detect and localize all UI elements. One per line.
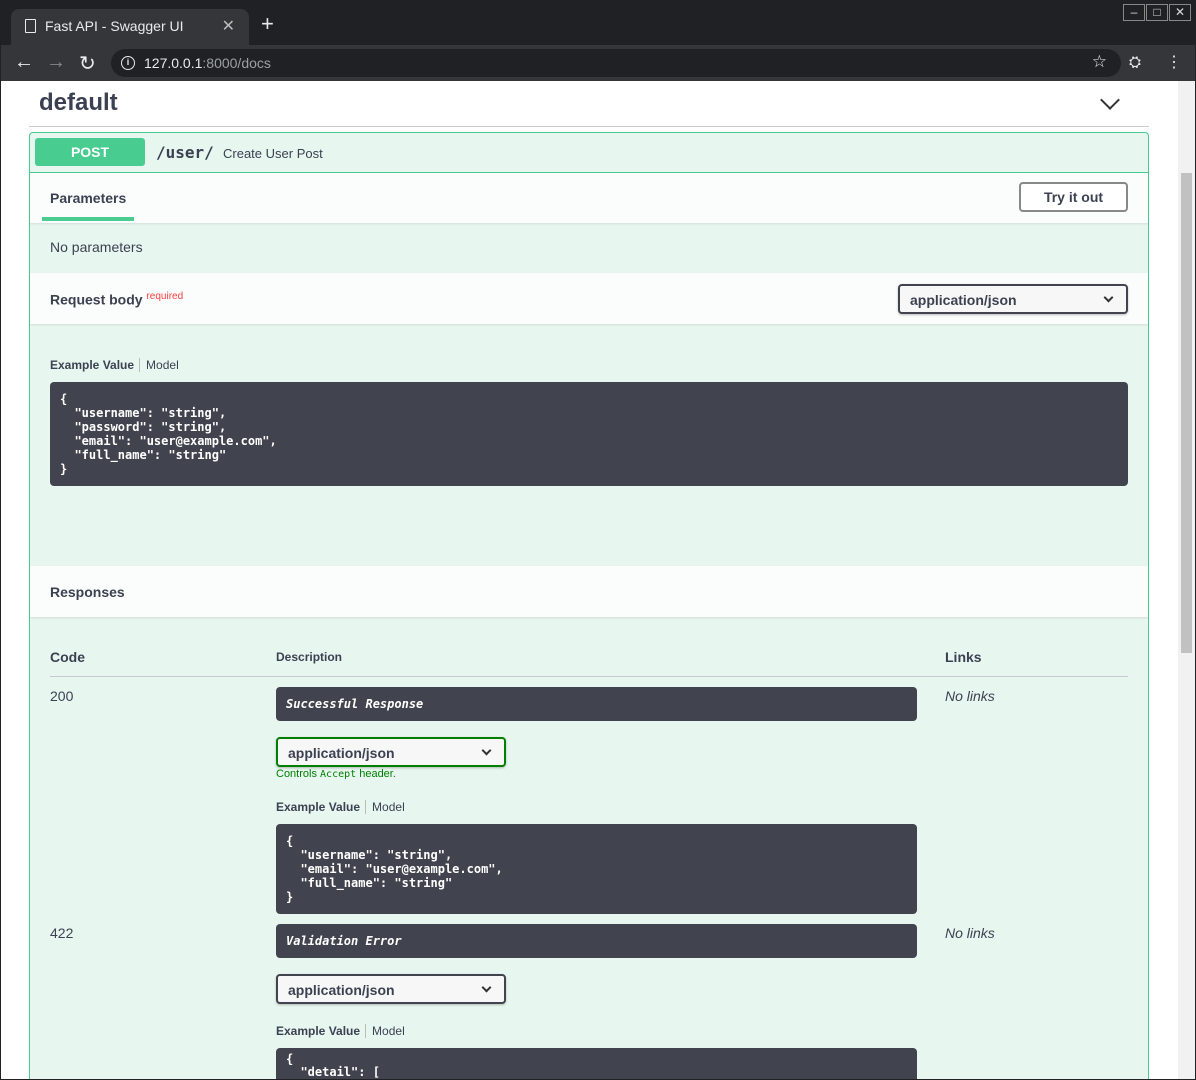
model-tab[interactable]: Model (365, 1024, 405, 1038)
try-it-out-button[interactable]: Try it out (1019, 182, 1128, 212)
tab-title: Fast API - Swagger UI (45, 18, 184, 34)
operation-summary[interactable]: POST /user/ Create User Post (30, 133, 1148, 173)
address-bar: ← → ↻ i 127.0.0.1:8000/docs ☆ ⛭ ⋮ (1, 45, 1195, 81)
divider (50, 676, 1128, 677)
column-links: Links (945, 649, 982, 665)
back-icon[interactable]: ← (14, 51, 34, 73)
url-host: 127.0.0.1 (144, 55, 203, 71)
incognito-icon[interactable]: ⛭ (1129, 54, 1142, 71)
info-icon[interactable]: i (121, 56, 135, 70)
response-media-type-select[interactable]: application/json (276, 974, 506, 1004)
chevron-down-icon (481, 745, 492, 756)
parameters-tab[interactable]: Parameters (50, 190, 127, 206)
url-input[interactable]: i 127.0.0.1:8000/docs ☆ (111, 49, 1121, 77)
chevron-down-icon (481, 982, 492, 993)
request-body-header: Request body required application/json (30, 273, 1148, 324)
request-body-label: Request body required (50, 291, 184, 308)
request-content-type-select[interactable]: application/json (898, 284, 1128, 314)
column-description: Description (276, 650, 343, 664)
responses-label: Responses (50, 584, 125, 600)
required-label: required (146, 291, 184, 302)
response-description: Successful Response (276, 687, 917, 721)
tag-title[interactable]: default (39, 89, 118, 116)
request-example-code: { "username": "string", "password": "str… (50, 382, 1128, 486)
controls-accept-note: Controls Accept header. (276, 768, 396, 780)
example-value-tab[interactable]: Example Value (276, 1024, 361, 1038)
example-value-tab[interactable]: Example Value (276, 800, 361, 814)
new-tab-button[interactable]: + (261, 11, 274, 36)
maximize-button[interactable]: □ (1146, 4, 1168, 21)
example-value-tabs: Example Value Model (276, 1024, 405, 1038)
example-value-tabs: Example Value Model (276, 800, 405, 814)
response-example-code: { "username": "string", "email": "user@e… (276, 824, 917, 914)
method-badge: POST (35, 138, 145, 166)
menu-icon[interactable]: ⋮ (1166, 54, 1182, 71)
star-icon[interactable]: ☆ (1091, 52, 1107, 71)
tab-bar: Fast API - Swagger UI ✕ + – □ ✕ (1, 1, 1195, 45)
divider (29, 126, 1149, 127)
minimize-button[interactable]: – (1123, 4, 1145, 21)
swagger-page: default POST /user/ Create User Post Par… (1, 81, 1178, 1079)
response-code: 422 (50, 925, 74, 941)
chevron-down-icon (1103, 292, 1114, 303)
browser-tab[interactable]: Fast API - Swagger UI ✕ (11, 9, 249, 45)
forward-icon[interactable]: → (46, 51, 66, 73)
example-value-tabs: Example Value Model (50, 358, 179, 372)
model-tab[interactable]: Model (139, 358, 179, 372)
operation-summary-text: Create User Post (223, 146, 323, 161)
responses-table: Code Description Links 200 Successful Re… (30, 617, 1148, 1079)
operation-path: /user/ (156, 143, 214, 162)
scrollbar-thumb[interactable] (1181, 173, 1192, 653)
operation-block: POST /user/ Create User Post Parameters … (29, 132, 1149, 1079)
chevron-down-icon[interactable] (1100, 90, 1120, 110)
page-icon (25, 19, 36, 33)
model-tab[interactable]: Model (365, 800, 405, 814)
response-description: Validation Error (276, 924, 917, 958)
close-window-button[interactable]: ✕ (1169, 4, 1191, 21)
active-tab-indicator (42, 217, 134, 221)
responses-header: Responses (30, 566, 1148, 617)
response-links: No links (945, 688, 995, 704)
column-code: Code (50, 649, 85, 665)
response-code: 200 (50, 688, 74, 704)
scrollbar[interactable] (1178, 81, 1195, 1079)
close-tab-icon[interactable]: ✕ (221, 18, 235, 35)
response-links: No links (945, 925, 995, 941)
response-example-code: { "detail": [ (276, 1048, 917, 1079)
no-parameters-text: No parameters (50, 239, 143, 255)
parameters-header: Parameters Try it out (30, 173, 1148, 223)
url-path: :8000/docs (202, 55, 271, 71)
reload-icon[interactable]: ↻ (79, 53, 96, 75)
response-media-type-select[interactable]: application/json (276, 737, 506, 767)
example-value-tab[interactable]: Example Value (50, 358, 135, 372)
